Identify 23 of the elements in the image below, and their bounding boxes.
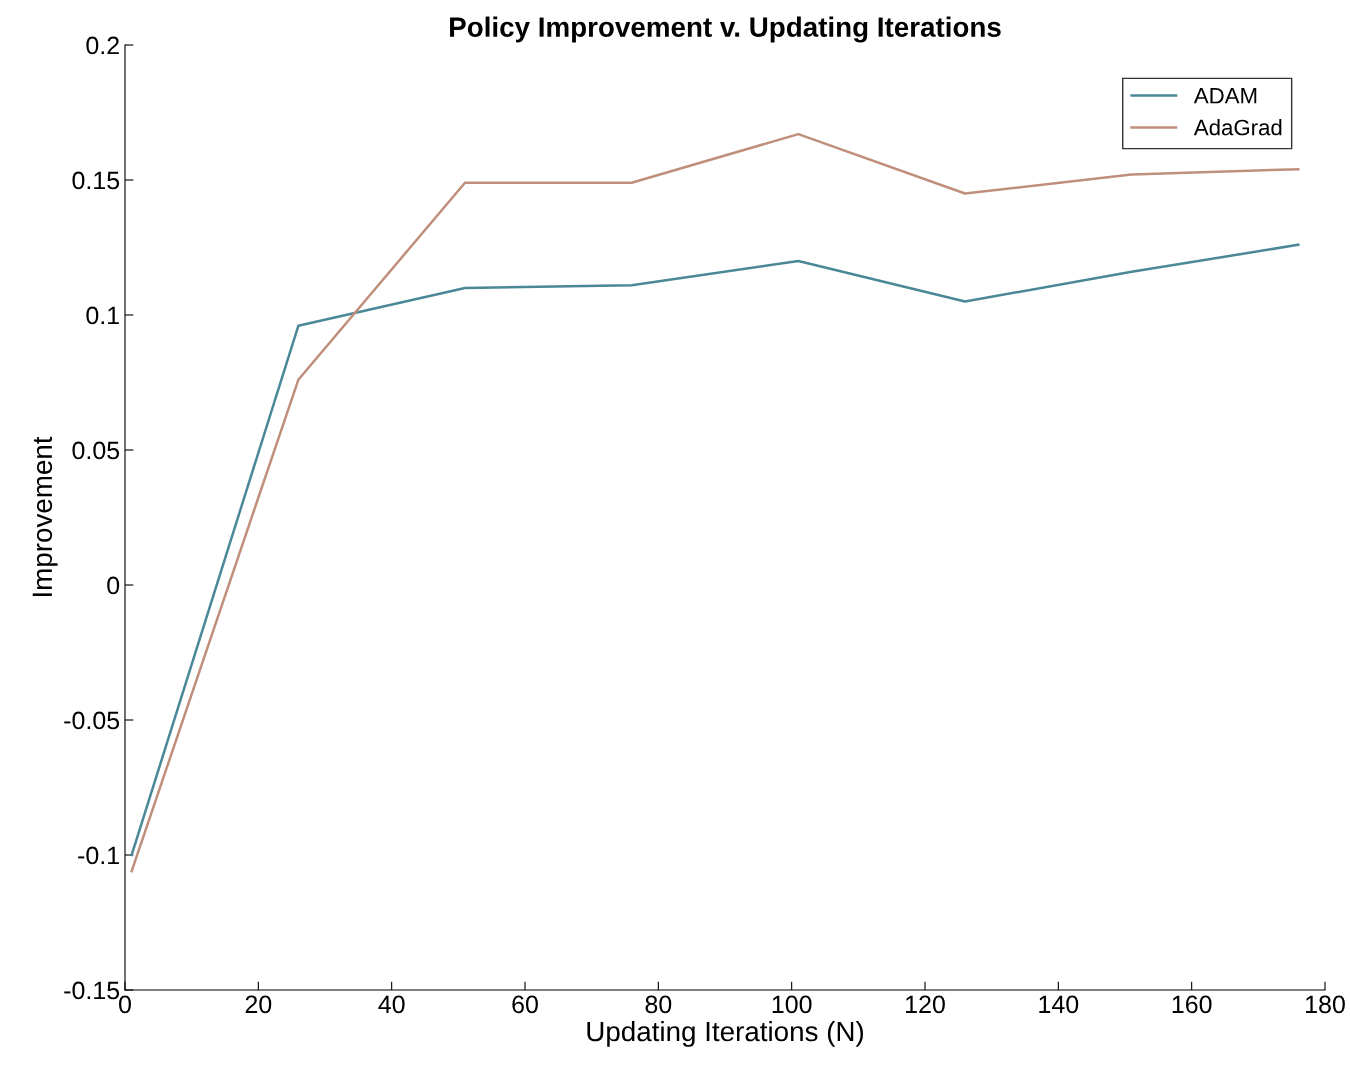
- y-tick-label: -0.05: [64, 711, 120, 730]
- x-tick-label: 120: [906, 995, 945, 1014]
- x-tick-label: 100: [772, 995, 812, 1014]
- y-tick-label: 0: [107, 576, 120, 595]
- legend-label: AdaGrad: [1193, 119, 1282, 136]
- y-axis-title: Improvement: [32, 436, 58, 596]
- x-tick-label: 80: [645, 995, 672, 1014]
- y-tick-label: -0.15: [64, 981, 120, 1000]
- line-series: [130, 243, 1300, 857]
- y-tick-label: 0.2: [86, 36, 119, 55]
- x-tick-label: 40: [378, 995, 405, 1014]
- y-tick-label: 0.1: [86, 306, 119, 325]
- y-tick-label: 0.05: [72, 441, 120, 460]
- x-tick-label: 160: [1172, 995, 1212, 1014]
- chart-title: Policy Improvement v. Updating Iterations: [450, 16, 1001, 43]
- x-tick-label: 60: [512, 995, 538, 1014]
- x-axis-title: Updating Iterations (N): [587, 1020, 864, 1047]
- x-tick-label: 140: [1039, 995, 1079, 1014]
- y-tick-label: 0.15: [72, 171, 120, 190]
- legend-label: ADAM: [1193, 88, 1257, 104]
- x-tick-label: 20: [245, 995, 272, 1014]
- x-tick-label: 180: [1306, 995, 1345, 1014]
- y-tick-label: -0.1: [78, 846, 119, 865]
